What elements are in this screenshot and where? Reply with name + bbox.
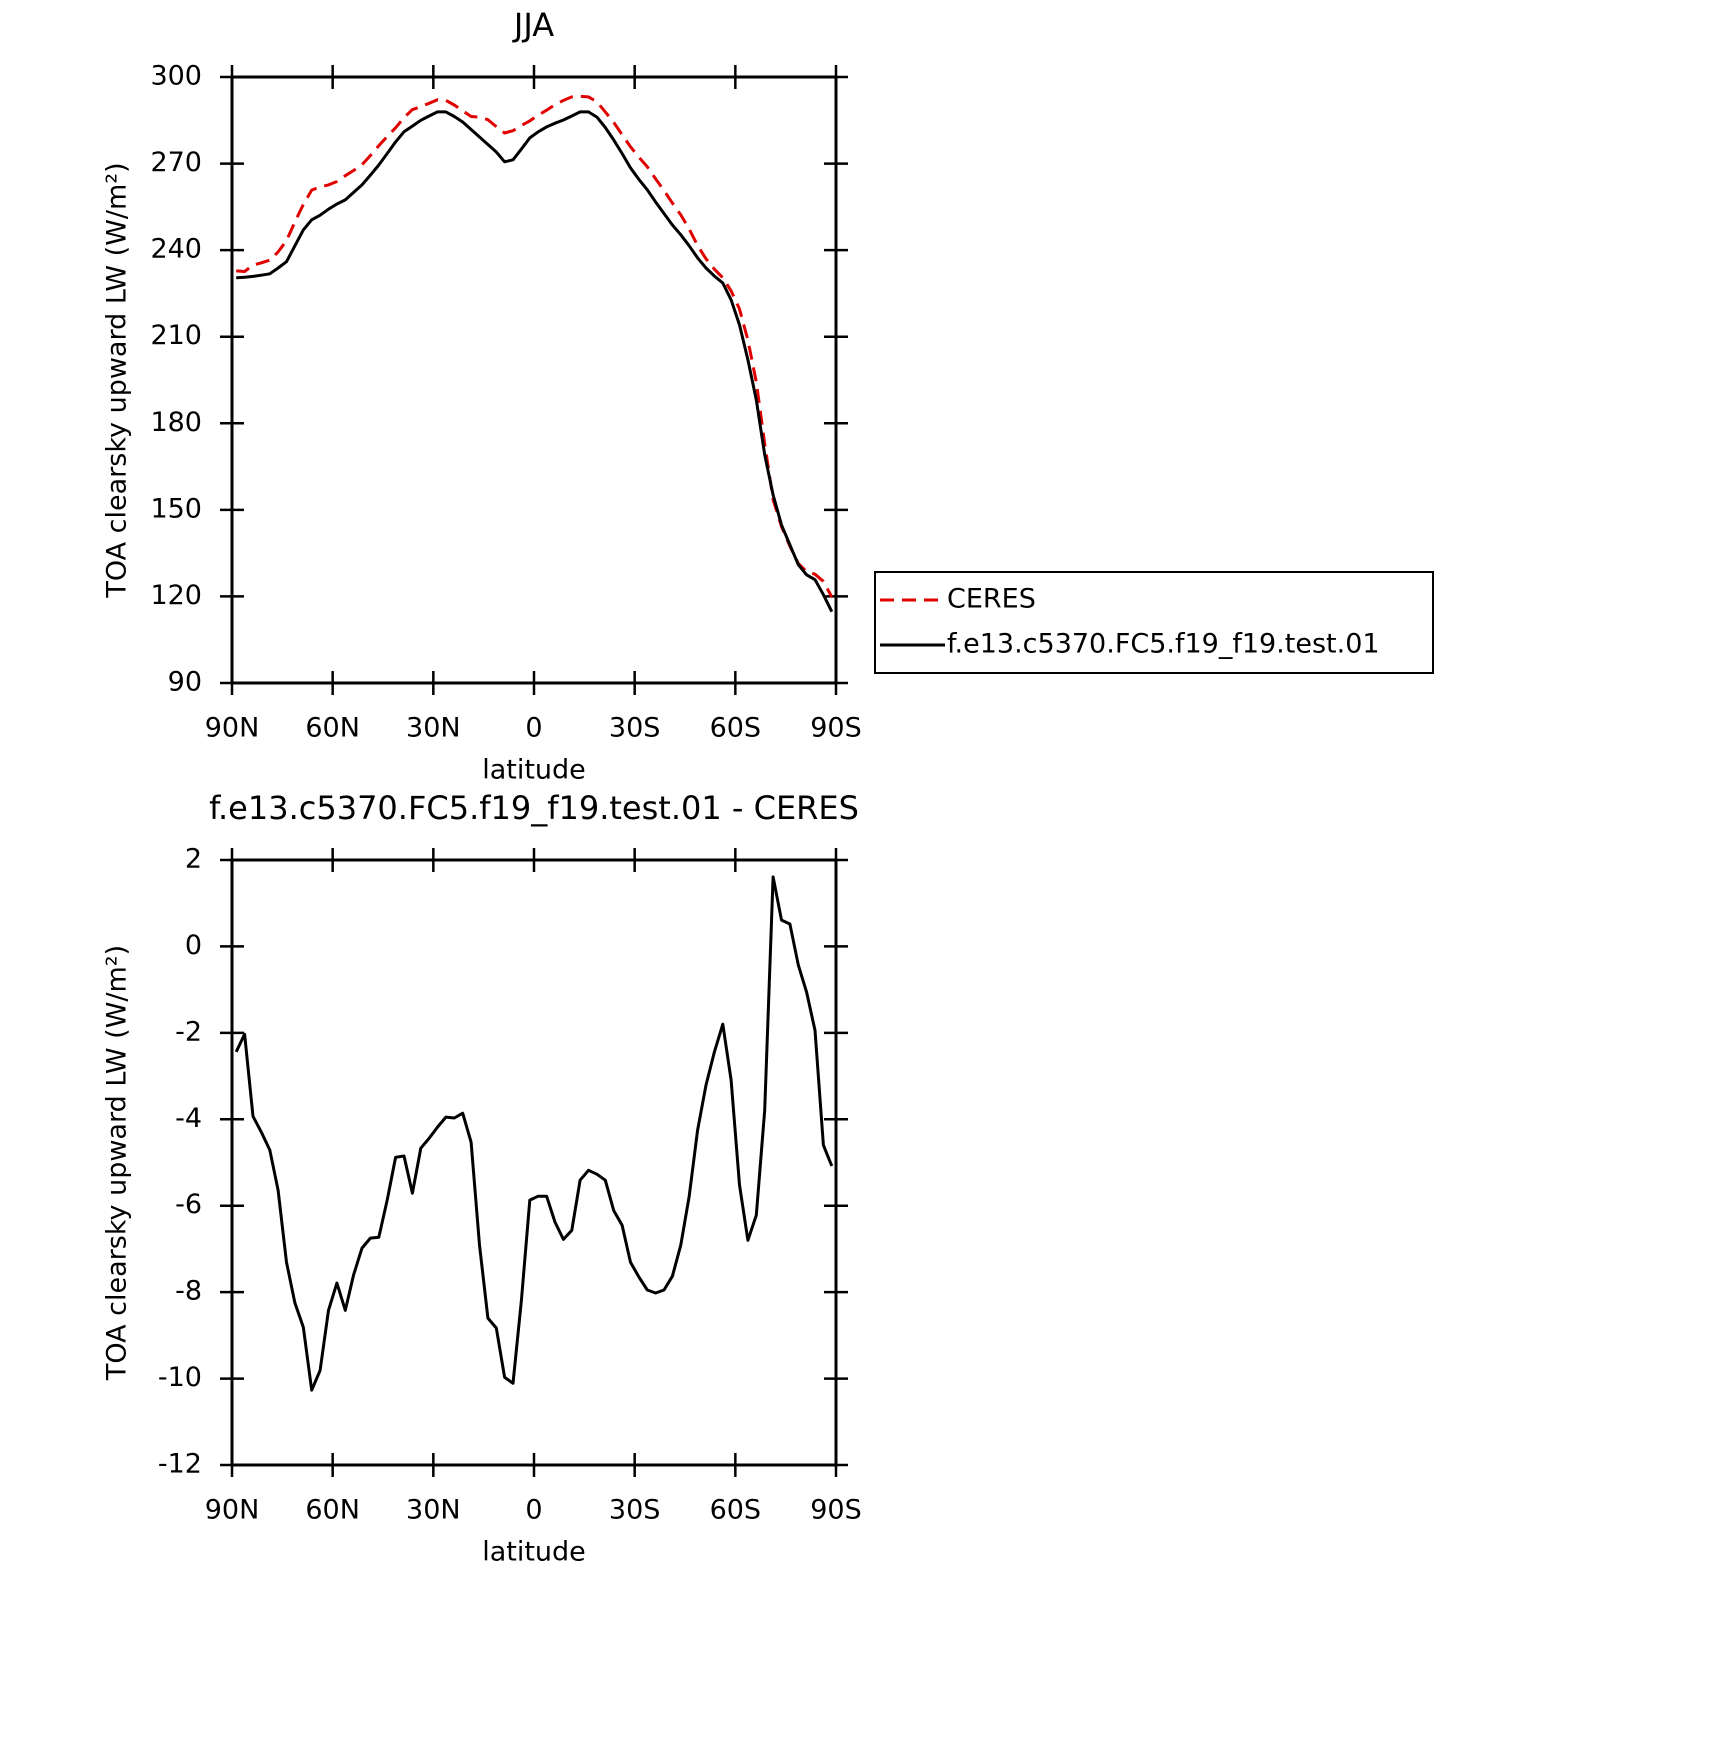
y-tick-label: 120	[150, 580, 202, 611]
y-tick-label: 0	[185, 930, 202, 961]
x-tick-label: 60S	[710, 1495, 762, 1526]
x-tick-label: 60S	[710, 713, 762, 744]
legend-box	[874, 571, 1434, 674]
data-line	[236, 94, 834, 598]
x-tick-label: 30S	[609, 1495, 661, 1526]
legend-label: f.e13.c5370.FC5.f19_f19.test.01	[947, 629, 1380, 660]
x-tick-label: 0	[525, 1495, 542, 1526]
y-axis-label: TOA clearsky upward LW (W/m²)	[102, 162, 133, 598]
x-tick-label: 30N	[406, 1495, 461, 1526]
chart-title: f.e13.c5370.FC5.f19_f19.test.01 - CERES	[209, 789, 859, 827]
y-tick-label: -10	[158, 1362, 202, 1393]
data-line	[236, 110, 834, 613]
x-tick-label: 90S	[810, 713, 862, 744]
y-tick-label: -8	[175, 1276, 202, 1307]
x-tick-label: 60N	[305, 713, 360, 744]
y-tick-label: 240	[150, 234, 202, 265]
y-tick-label: -12	[158, 1449, 202, 1480]
x-tick-label: 90S	[810, 1495, 862, 1526]
x-tick-label: 30S	[609, 713, 661, 744]
x-tick-label: 0	[525, 713, 542, 744]
x-axis-label: latitude	[482, 755, 586, 786]
plot-frame	[230, 858, 838, 1467]
legend-label: CERES	[947, 584, 1036, 615]
y-tick-label: 210	[150, 320, 202, 351]
data-line	[234, 875, 834, 1392]
y-tick-label: 180	[150, 407, 202, 438]
y-tick-label: 2	[185, 844, 202, 875]
y-tick-label: -6	[175, 1189, 202, 1220]
y-axis-label: TOA clearsky upward LW (W/m²)	[102, 945, 133, 1381]
y-tick-label: 90	[168, 667, 202, 698]
x-tick-label: 30N	[406, 713, 461, 744]
y-tick-label: 300	[150, 61, 202, 92]
plot-frame	[230, 75, 838, 685]
y-tick-label: 150	[150, 493, 202, 524]
x-axis-label: latitude	[482, 1537, 586, 1568]
x-tick-label: 60N	[305, 1495, 360, 1526]
y-tick-label: -4	[175, 1103, 202, 1134]
y-tick-label: -2	[175, 1016, 202, 1047]
x-tick-label: 90N	[205, 713, 260, 744]
y-tick-label: 270	[150, 147, 202, 178]
chart-title: JJA	[512, 6, 554, 44]
x-tick-label: 90N	[205, 1495, 260, 1526]
